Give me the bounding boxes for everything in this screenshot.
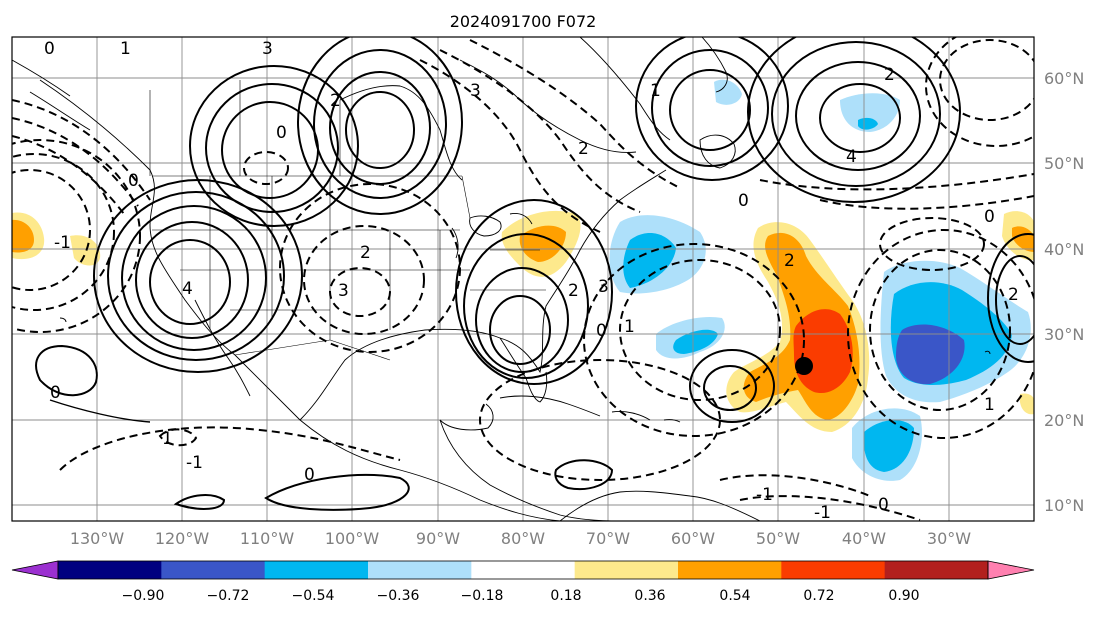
lat-label: 20°N xyxy=(1044,411,1084,430)
lon-label: 40°W xyxy=(842,529,886,548)
lat-label: 40°N xyxy=(1044,240,1084,259)
lon-label: 70°W xyxy=(586,529,630,548)
contour-label: 4 xyxy=(846,147,857,167)
colorbar-segment xyxy=(368,561,472,579)
lat-label: 10°N xyxy=(1044,496,1084,515)
lon-label: 80°W xyxy=(501,529,545,548)
contour-label: 3 xyxy=(598,277,609,297)
contour-label: 3 xyxy=(470,81,481,101)
contour-label: 3 xyxy=(262,39,273,59)
lon-label: 120°W xyxy=(155,529,210,548)
lon-label: 60°W xyxy=(671,529,715,548)
storm-center-marker xyxy=(795,357,813,375)
colorbar-segment xyxy=(574,561,679,579)
contour-label: -1 xyxy=(756,485,773,505)
lon-label: 110°W xyxy=(240,529,295,548)
colorbar-tick-label: −0.72 xyxy=(207,588,250,604)
contour-label: 0 xyxy=(596,321,607,341)
contour-label: 0 xyxy=(44,39,55,59)
colorbar-tick-label: −0.90 xyxy=(122,588,165,604)
colorbar-segment xyxy=(161,561,266,579)
contour-label: -1 xyxy=(54,233,71,253)
colorbar-segment xyxy=(781,561,886,579)
contour-label: 2 xyxy=(568,281,579,301)
shading-layer xyxy=(12,79,1034,481)
contour-label: 0 xyxy=(984,207,995,227)
colorbar-tick-label: 0.36 xyxy=(634,588,665,604)
contour-label: 1 xyxy=(984,395,995,415)
lat-label: 60°N xyxy=(1044,69,1084,88)
contour-label: -1 xyxy=(186,453,203,473)
contour-label: 2 xyxy=(1008,285,1019,305)
contour-label: 0 xyxy=(738,191,749,211)
contour-label: 2 xyxy=(578,139,589,159)
map-frame xyxy=(11,36,1035,522)
colorbar-tick-label: −0.36 xyxy=(377,588,420,604)
contour-label: 1 xyxy=(120,39,131,59)
contour-label: 2 xyxy=(784,251,795,271)
contours-negative xyxy=(12,37,1034,521)
colorbar-segment xyxy=(471,561,576,579)
colorbar: −0.90 −0.72 −0.54 −0.36 −0.18 0.18 0.36 … xyxy=(11,560,1035,604)
map-area: 0 1 3 0 2 0 3 2 1 2 4 0 2 3 4 -1 0 1 2 3… xyxy=(12,37,1034,523)
colorbar-tick-label: 0.54 xyxy=(719,588,750,604)
contours-thin xyxy=(49,399,151,423)
lat-label: 30°N xyxy=(1044,325,1084,344)
colorbar-border xyxy=(57,560,989,580)
colorbar-tick-label: 0.18 xyxy=(550,588,581,604)
lat-labels: 60°N 50°N 40°N 30°N 20°N 10°N xyxy=(1044,69,1084,515)
colorbar-extend-high xyxy=(987,560,1035,580)
colorbar-segment xyxy=(58,561,162,579)
borders xyxy=(149,80,546,361)
contour-label: 1 xyxy=(162,429,173,449)
contour-label: 2 xyxy=(360,243,371,263)
lon-label: 100°W xyxy=(325,529,380,548)
colorbar-segment xyxy=(678,561,782,579)
contour-label: 0 xyxy=(50,383,61,403)
map-title: 2024091700 F072 xyxy=(450,12,597,31)
colorbar-segments xyxy=(11,560,1035,580)
colorbar-tick-label: −0.18 xyxy=(461,588,504,604)
contour-label: 0 xyxy=(878,495,889,515)
contour-label: 2 xyxy=(330,91,341,111)
contour-label: 0 xyxy=(276,123,287,143)
colorbar-tick-label: −0.54 xyxy=(292,588,335,604)
contours-positive xyxy=(35,37,1034,511)
contour-label: 0 xyxy=(128,171,139,191)
lon-label: 130°W xyxy=(70,529,125,548)
lat-label: 50°N xyxy=(1044,154,1084,173)
contour-label: 2 xyxy=(884,65,895,85)
lon-labels: 130°W 120°W 110°W 100°W 90°W 80°W 70°W 6… xyxy=(70,529,971,548)
contour-label: -1 xyxy=(814,503,831,523)
colorbar-segment xyxy=(884,561,989,579)
colorbar-tick-label: 0.90 xyxy=(888,588,919,604)
colorbar-ticks: −0.90 −0.72 −0.54 −0.36 −0.18 0.18 0.36 … xyxy=(122,588,920,604)
contour-label: 1 xyxy=(624,317,635,337)
colorbar-tick-label: 0.72 xyxy=(803,588,834,604)
contour-label: 4 xyxy=(182,279,193,299)
lon-label: 90°W xyxy=(416,529,460,548)
colorbar-extend-low xyxy=(11,560,59,580)
colorbar-segment xyxy=(264,561,369,579)
lon-label: 30°W xyxy=(927,529,971,548)
contour-label: 1 xyxy=(650,81,661,101)
contour-label: 0 xyxy=(304,465,315,485)
contour-label: 3 xyxy=(338,281,349,301)
lon-label: 50°W xyxy=(756,529,800,548)
contour-labels: 0 1 3 0 2 0 3 2 1 2 4 0 2 3 4 -1 0 1 2 3… xyxy=(44,39,1019,523)
